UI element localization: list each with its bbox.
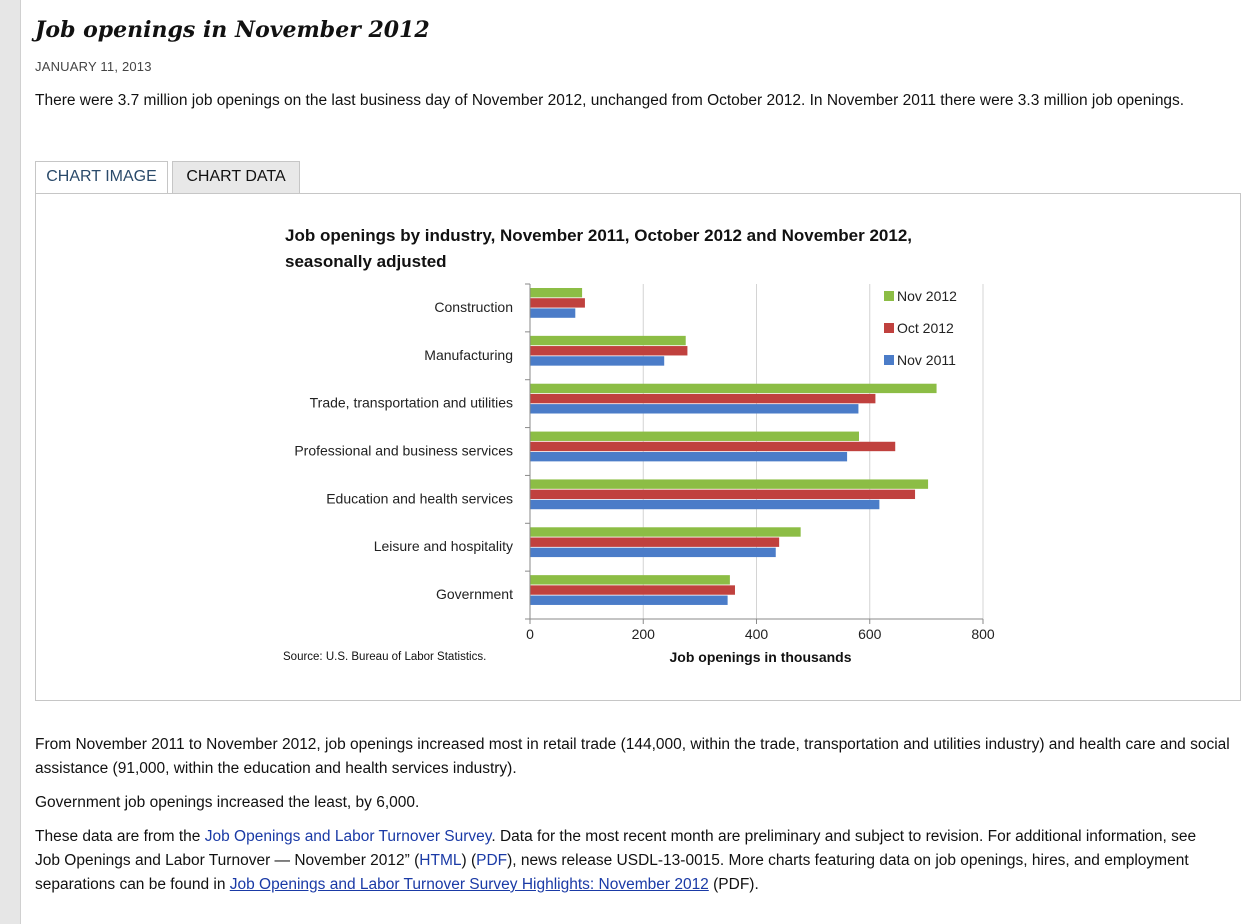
left-sidebar-strip xyxy=(0,0,21,924)
intro-paragraph: There were 3.7 million job openings on t… xyxy=(35,92,1185,109)
bar-oct-2012 xyxy=(530,298,585,308)
bar-nov-2011 xyxy=(530,499,880,510)
legend-swatch xyxy=(884,323,894,333)
legend-label: Nov 2012 xyxy=(897,288,957,304)
bar-oct-2012 xyxy=(530,346,688,356)
chart-title-line: seasonally adjusted xyxy=(285,252,447,271)
legend-swatch xyxy=(884,355,894,365)
chart-title-line: Job openings by industry, November 2011,… xyxy=(285,226,912,245)
bar-nov-2011 xyxy=(530,404,859,414)
x-tick-label: 600 xyxy=(858,626,882,642)
sources-text-1: These data are from the xyxy=(35,828,205,845)
highlights-link[interactable]: Job Openings and Labor Turnover Survey H… xyxy=(229,876,709,893)
chart-source: Source: U.S. Bureau of Labor Statistics. xyxy=(283,651,486,663)
x-tick-label: 0 xyxy=(526,626,534,642)
x-tick-label: 200 xyxy=(632,626,656,642)
bar-nov-2011 xyxy=(530,451,848,462)
category-label: Education and health services xyxy=(326,490,513,506)
bar-nov-2012 xyxy=(530,288,583,298)
page-title: Job openings in November 2012 xyxy=(35,17,430,43)
bar-nov-2011 xyxy=(530,547,776,558)
category-label: Construction xyxy=(434,299,513,315)
paragraph-sources: These data are from the Job Openings and… xyxy=(35,825,1225,897)
tab-chart-image[interactable]: CHART IMAGE xyxy=(35,161,168,195)
survey-link[interactable]: Job Openings and Labor Turnover Survey xyxy=(204,828,492,845)
bar-oct-2012 xyxy=(530,441,896,452)
html-link[interactable]: HTML xyxy=(419,852,462,869)
bar-nov-2012 xyxy=(530,527,801,537)
bar-nov-2012 xyxy=(530,335,686,346)
x-tick-label: 400 xyxy=(745,626,769,642)
sources-text-3: ) ( xyxy=(461,852,477,869)
bar-chart: Job openings by industry, November 2011,… xyxy=(283,226,995,665)
bar-nov-2012 xyxy=(530,479,929,489)
tab-chart-data[interactable]: CHART DATA xyxy=(172,161,300,193)
category-label: Trade, transportation and utilities xyxy=(310,395,513,411)
legend-label: Nov 2011 xyxy=(897,352,956,368)
bar-nov-2011 xyxy=(530,308,576,318)
category-label: Government xyxy=(436,586,513,602)
category-label: Leisure and hospitality xyxy=(374,538,513,554)
bar-nov-2012 xyxy=(530,383,937,394)
publish-date: JANUARY 11, 2013 xyxy=(35,59,152,74)
bar-nov-2011 xyxy=(530,595,728,605)
category-label: Professional and business services xyxy=(294,443,513,459)
pdf-link[interactable]: PDF xyxy=(476,852,508,869)
bar-oct-2012 xyxy=(530,537,780,547)
bar-nov-2012 xyxy=(530,575,730,585)
bar-nov-2011 xyxy=(530,356,665,366)
x-axis-title: Job openings in thousands xyxy=(670,649,852,665)
category-label: Manufacturing xyxy=(424,347,513,363)
legend-swatch xyxy=(884,291,894,301)
legend-label: Oct 2012 xyxy=(897,320,954,336)
paragraph-government: Government job openings increased the le… xyxy=(35,794,420,811)
bar-oct-2012 xyxy=(530,489,916,500)
paragraph-increase: From November 2011 to November 2012, job… xyxy=(35,736,1230,777)
chart-panel: Job openings by industry, November 2011,… xyxy=(35,193,1241,701)
sources-text-5: (PDF). xyxy=(708,876,759,893)
bar-nov-2012 xyxy=(530,431,859,441)
sources-text-2: . Data for the most recent month are pre… xyxy=(35,828,1197,869)
sources-text-4: ), news release USDL-13-0015. More chart… xyxy=(35,852,1189,893)
bar-oct-2012 xyxy=(530,393,876,404)
bar-oct-2012 xyxy=(530,585,735,595)
x-tick-label: 800 xyxy=(971,626,995,642)
